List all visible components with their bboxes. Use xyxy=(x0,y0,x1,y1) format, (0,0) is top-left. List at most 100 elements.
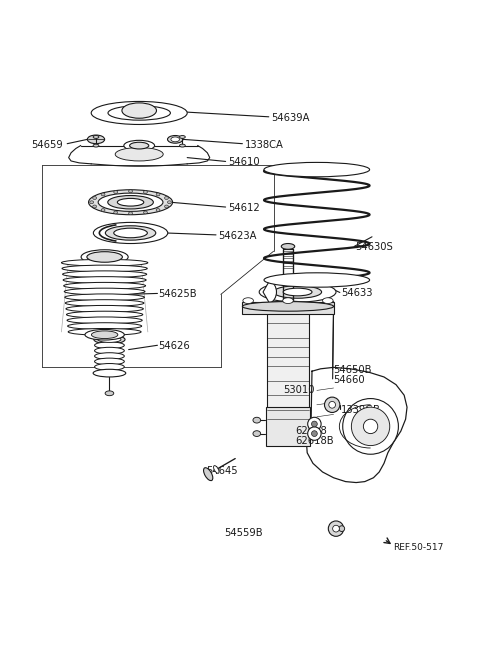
Ellipse shape xyxy=(66,311,143,318)
Ellipse shape xyxy=(108,106,170,120)
Ellipse shape xyxy=(62,265,147,272)
Ellipse shape xyxy=(98,193,163,211)
Text: 54630S: 54630S xyxy=(355,242,393,253)
Ellipse shape xyxy=(65,300,144,306)
Ellipse shape xyxy=(61,259,148,266)
Text: 54645: 54645 xyxy=(206,466,238,476)
Text: 53010: 53010 xyxy=(283,385,315,396)
Text: 54610: 54610 xyxy=(228,157,260,167)
Ellipse shape xyxy=(114,228,147,237)
Ellipse shape xyxy=(264,273,370,287)
Ellipse shape xyxy=(122,103,156,118)
Ellipse shape xyxy=(91,331,118,338)
Bar xyxy=(242,302,334,314)
Ellipse shape xyxy=(64,282,145,289)
Text: 54659: 54659 xyxy=(31,140,63,150)
Ellipse shape xyxy=(117,198,144,206)
Ellipse shape xyxy=(95,342,124,348)
Ellipse shape xyxy=(81,250,128,264)
Circle shape xyxy=(312,421,317,427)
Text: 54660: 54660 xyxy=(334,375,365,385)
Ellipse shape xyxy=(259,282,336,302)
Ellipse shape xyxy=(274,286,322,298)
Ellipse shape xyxy=(94,335,125,344)
Circle shape xyxy=(308,417,321,431)
Ellipse shape xyxy=(124,140,155,151)
Ellipse shape xyxy=(108,195,154,209)
Ellipse shape xyxy=(171,137,180,142)
Ellipse shape xyxy=(90,201,94,203)
Ellipse shape xyxy=(95,353,124,359)
Ellipse shape xyxy=(95,358,124,365)
Text: 54650B: 54650B xyxy=(334,365,372,375)
Ellipse shape xyxy=(283,288,312,296)
Ellipse shape xyxy=(144,211,147,214)
Ellipse shape xyxy=(88,190,173,215)
Bar xyxy=(266,407,310,445)
Circle shape xyxy=(343,399,398,454)
Circle shape xyxy=(351,407,390,445)
Ellipse shape xyxy=(165,205,168,208)
Ellipse shape xyxy=(214,466,219,474)
Ellipse shape xyxy=(323,298,333,304)
Circle shape xyxy=(324,397,340,413)
Text: 54626: 54626 xyxy=(158,341,190,351)
Ellipse shape xyxy=(93,369,126,377)
Ellipse shape xyxy=(253,431,261,436)
Ellipse shape xyxy=(63,277,146,283)
Text: 54559B: 54559B xyxy=(225,528,263,538)
Ellipse shape xyxy=(264,163,370,177)
Ellipse shape xyxy=(66,306,144,312)
Ellipse shape xyxy=(144,191,147,194)
Ellipse shape xyxy=(204,468,213,481)
Ellipse shape xyxy=(114,191,118,194)
Ellipse shape xyxy=(180,144,185,147)
Ellipse shape xyxy=(129,212,132,215)
Bar xyxy=(267,305,309,436)
Circle shape xyxy=(363,419,378,434)
Ellipse shape xyxy=(68,323,142,329)
Ellipse shape xyxy=(180,136,185,138)
Ellipse shape xyxy=(101,193,105,196)
Ellipse shape xyxy=(95,363,124,370)
Text: 54625B: 54625B xyxy=(158,289,197,299)
Circle shape xyxy=(329,401,336,408)
Text: 54623A: 54623A xyxy=(218,231,257,241)
Text: 1339GB: 1339GB xyxy=(341,405,381,415)
Circle shape xyxy=(333,525,339,532)
Ellipse shape xyxy=(281,243,295,249)
Ellipse shape xyxy=(93,205,96,208)
Text: 1338CA: 1338CA xyxy=(245,140,284,150)
Ellipse shape xyxy=(93,222,168,243)
Ellipse shape xyxy=(115,148,163,161)
Text: 62618: 62618 xyxy=(295,426,327,436)
Ellipse shape xyxy=(87,135,105,144)
Ellipse shape xyxy=(165,197,168,199)
Ellipse shape xyxy=(105,391,114,396)
Ellipse shape xyxy=(156,193,160,196)
Ellipse shape xyxy=(242,302,334,311)
Ellipse shape xyxy=(168,136,183,143)
Ellipse shape xyxy=(67,317,142,323)
Ellipse shape xyxy=(87,252,122,262)
Ellipse shape xyxy=(91,102,187,125)
Ellipse shape xyxy=(264,301,312,309)
Circle shape xyxy=(312,431,317,436)
Ellipse shape xyxy=(65,294,144,300)
Ellipse shape xyxy=(106,226,156,240)
Text: 54612: 54612 xyxy=(228,203,260,213)
Text: REF.50-517: REF.50-517 xyxy=(394,543,444,552)
Ellipse shape xyxy=(85,329,124,340)
Ellipse shape xyxy=(283,298,293,304)
Circle shape xyxy=(328,521,344,537)
Ellipse shape xyxy=(168,201,171,203)
Ellipse shape xyxy=(130,142,149,149)
Ellipse shape xyxy=(114,211,118,214)
Ellipse shape xyxy=(243,298,253,304)
Ellipse shape xyxy=(339,525,345,531)
Ellipse shape xyxy=(68,329,141,335)
Ellipse shape xyxy=(62,271,147,277)
Ellipse shape xyxy=(129,190,132,193)
Ellipse shape xyxy=(156,209,160,211)
Ellipse shape xyxy=(101,209,105,211)
